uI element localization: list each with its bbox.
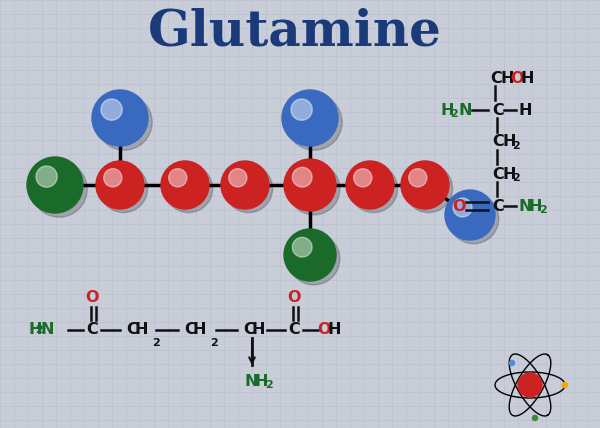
Circle shape [100, 165, 148, 213]
Circle shape [346, 161, 394, 209]
Circle shape [292, 237, 312, 257]
Point [530, 415, 540, 422]
Text: 2: 2 [210, 338, 218, 348]
Circle shape [401, 161, 449, 209]
Text: C: C [492, 166, 504, 181]
Text: H: H [502, 166, 515, 181]
Circle shape [292, 167, 312, 187]
Text: N: N [459, 102, 473, 118]
Text: 2: 2 [450, 109, 458, 119]
Text: H: H [502, 134, 515, 149]
Text: O: O [510, 71, 523, 86]
Circle shape [286, 94, 342, 150]
Circle shape [27, 157, 83, 213]
Text: 2: 2 [512, 141, 520, 151]
Circle shape [518, 373, 542, 397]
Circle shape [284, 229, 336, 281]
Circle shape [169, 169, 187, 187]
Point [507, 360, 517, 366]
Text: 2: 2 [512, 173, 520, 183]
Text: 2: 2 [265, 380, 273, 390]
Text: C: C [492, 102, 504, 118]
Text: H: H [255, 374, 269, 389]
Circle shape [282, 90, 338, 146]
Text: H: H [192, 323, 206, 338]
Circle shape [288, 163, 340, 215]
Text: C: C [288, 323, 300, 338]
Text: H: H [529, 199, 542, 214]
Circle shape [288, 233, 340, 285]
Text: H: H [28, 323, 41, 338]
Circle shape [161, 161, 209, 209]
Text: H: H [500, 71, 514, 86]
Text: C: C [492, 134, 504, 149]
Text: C: C [86, 323, 98, 338]
Circle shape [36, 166, 57, 187]
Text: N: N [245, 374, 259, 389]
Circle shape [31, 161, 87, 217]
Circle shape [164, 165, 212, 213]
Circle shape [445, 190, 495, 240]
Circle shape [104, 169, 122, 187]
Text: O: O [85, 291, 99, 306]
Text: H: H [440, 102, 454, 118]
Text: C: C [184, 323, 196, 338]
Text: H: H [520, 71, 533, 86]
Circle shape [101, 99, 122, 120]
Circle shape [221, 161, 269, 209]
Text: C: C [492, 199, 504, 214]
Circle shape [96, 161, 144, 209]
Circle shape [229, 169, 247, 187]
Circle shape [353, 169, 372, 187]
Circle shape [284, 159, 336, 211]
Text: H: H [134, 323, 148, 338]
Text: N: N [518, 199, 532, 214]
Text: 2: 2 [539, 205, 547, 215]
Circle shape [224, 165, 272, 213]
Circle shape [404, 165, 452, 213]
Text: C: C [490, 71, 502, 86]
Circle shape [291, 99, 312, 120]
Circle shape [453, 198, 472, 217]
Text: H: H [327, 323, 341, 338]
Text: C: C [243, 323, 255, 338]
Text: C: C [126, 323, 138, 338]
Text: O: O [452, 199, 466, 214]
Text: H: H [251, 323, 265, 338]
Circle shape [96, 94, 152, 150]
Text: Glutamine: Glutamine [148, 8, 442, 56]
Point [560, 382, 570, 389]
Circle shape [409, 169, 427, 187]
Text: 2: 2 [35, 325, 43, 335]
Circle shape [449, 194, 499, 244]
Text: N: N [40, 323, 54, 338]
Text: O: O [317, 323, 331, 338]
Text: H: H [518, 102, 532, 118]
Circle shape [350, 165, 398, 213]
Circle shape [92, 90, 148, 146]
Text: 2: 2 [152, 338, 160, 348]
Text: O: O [287, 291, 301, 306]
